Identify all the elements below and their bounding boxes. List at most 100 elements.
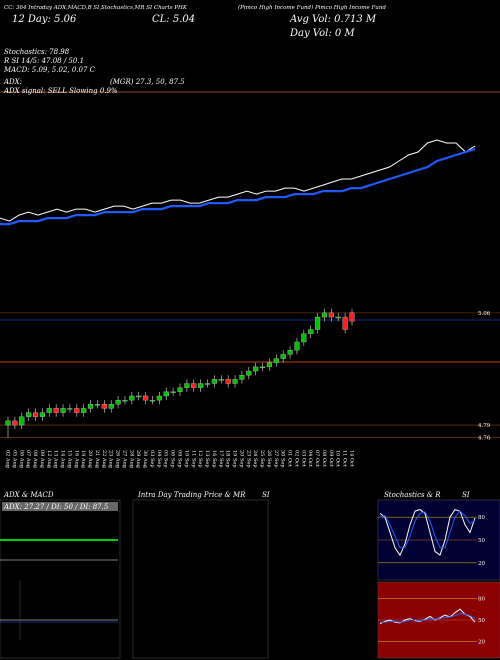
- candle-body: [328, 312, 334, 318]
- x-tick-label: 09 Aug: [39, 450, 45, 469]
- candle-body: [129, 395, 135, 401]
- x-tick-label: 23 Aug: [108, 450, 114, 469]
- candle-body: [156, 395, 162, 401]
- candle-body: [60, 408, 66, 413]
- candle-body: [26, 412, 32, 417]
- x-tick-label: 20 Aug: [87, 450, 93, 469]
- x-tick-label: 06 Aug: [18, 450, 24, 469]
- x-tick-label: 19 Aug: [80, 450, 86, 469]
- candle-body: [67, 408, 73, 410]
- candle-body: [349, 312, 355, 322]
- candle-body: [294, 341, 300, 351]
- candle-body: [204, 383, 211, 385]
- panel-title: ADX & MACD: [3, 491, 54, 499]
- header-text: R SI 14/5: 47.08 / 50.1: [3, 57, 84, 65]
- candle-body: [170, 391, 176, 393]
- x-tick-label: 04 Oct: [307, 450, 313, 467]
- line-series: [0, 147, 476, 226]
- candle-body: [32, 412, 39, 417]
- x-tick-label: 07 Oct: [314, 450, 320, 467]
- candle-body: [19, 416, 25, 426]
- line-series: [379, 608, 476, 625]
- candle-body: [280, 354, 286, 359]
- header-text: (MGR) 27.3, 50, 87.5: [110, 78, 185, 86]
- y-tick-label: 4.79: [478, 423, 491, 429]
- candle-body: [225, 379, 231, 384]
- candle-body: [335, 316, 341, 319]
- x-tick-label: 20 Sep: [238, 450, 244, 468]
- x-tick-label: 16 Aug: [73, 450, 79, 469]
- x-tick-label: 03 Sep: [149, 450, 155, 468]
- x-tick-label: 25 Sep: [259, 450, 265, 468]
- header-text: 12 Day: 5.06: [12, 14, 77, 25]
- y-tick-label: 4.76: [478, 436, 491, 442]
- candle-body: [218, 379, 224, 381]
- candle-body: [266, 362, 272, 368]
- line-series: [380, 612, 476, 623]
- x-tick-label: 27 Aug: [121, 450, 127, 469]
- x-tick-label: 30 Sep: [280, 450, 286, 468]
- panel-title: Intra Day Trading Price & MR: [137, 491, 246, 499]
- line-series: [379, 509, 476, 557]
- x-tick-label: 10 Oct: [335, 450, 341, 467]
- candle-body: [143, 395, 149, 401]
- x-tick-label: 11 Oct: [342, 450, 348, 467]
- x-tick-label: 02 Oct: [293, 450, 299, 467]
- candle-body: [39, 412, 45, 417]
- x-tick-label: 28 Aug: [128, 450, 134, 469]
- x-tick-label: 19 Sep: [232, 450, 238, 468]
- x-tick-label: 13 Aug: [53, 450, 59, 469]
- candle-body: [184, 383, 190, 388]
- x-tick-label: 11 Sep: [190, 450, 196, 468]
- x-tick-label: 17 Sep: [218, 450, 224, 468]
- x-tick-label: 09 Oct: [328, 450, 334, 467]
- candle-body: [115, 399, 121, 405]
- x-tick-label: 02 Aug: [5, 450, 11, 469]
- header-text: ADX:: [3, 78, 22, 86]
- x-tick-label: 13 Sep: [204, 450, 210, 468]
- candle-body: [101, 404, 107, 409]
- x-tick-label: 21 Aug: [94, 450, 100, 469]
- candle-body: [198, 383, 204, 388]
- x-tick-label: 30 Aug: [142, 450, 148, 469]
- x-tick-label: 07 Aug: [25, 450, 31, 469]
- y-tick-label: 80: [478, 515, 485, 521]
- candle-body: [308, 329, 314, 334]
- candle-body: [342, 316, 348, 330]
- y-tick-label: 20: [478, 640, 485, 646]
- header-text: ADX signal: SELL Slowing 0.9%: [3, 87, 118, 95]
- x-tick-label: 12 Aug: [46, 450, 52, 469]
- y-tick-label: 50: [478, 618, 485, 624]
- x-tick-label: 14 Aug: [60, 450, 66, 469]
- candle-body: [163, 391, 169, 397]
- panel: [0, 499, 121, 659]
- candle-body: [108, 404, 114, 409]
- candle-body: [239, 375, 245, 380]
- x-tick-label: 14 Oct: [349, 450, 355, 467]
- x-tick-label: 09 Sep: [177, 450, 183, 468]
- header-text: CC: 364 Intraday ADX,MACD,B SI,Stochasti…: [4, 5, 188, 11]
- x-tick-label: 05 Aug: [11, 450, 17, 469]
- candle-body: [246, 370, 252, 376]
- candle-body: [94, 404, 100, 406]
- x-tick-label: 26 Sep: [266, 450, 272, 468]
- header-text: Avg Vol: 0.713 M: [289, 14, 377, 25]
- y-tick-label: 20: [478, 561, 485, 567]
- x-tick-label: 08 Oct: [321, 450, 327, 467]
- x-tick-label: 22 Aug: [101, 450, 107, 469]
- panel-title: Stochastics & R: [384, 491, 441, 499]
- candle-body: [232, 379, 238, 384]
- panel-title: SI: [462, 491, 470, 499]
- x-tick-label: 29 Aug: [135, 450, 141, 469]
- x-tick-label: 16 Sep: [211, 450, 217, 468]
- candle-body: [136, 395, 142, 398]
- header-text: Day Vol: 0 M: [289, 28, 355, 39]
- x-tick-label: 06 Sep: [170, 450, 176, 468]
- x-tick-label: 18 Sep: [225, 450, 231, 468]
- y-tick-label: 80: [478, 596, 485, 602]
- candle-body: [301, 333, 307, 343]
- candle-body: [74, 408, 80, 413]
- x-tick-label: 15 Aug: [66, 450, 72, 469]
